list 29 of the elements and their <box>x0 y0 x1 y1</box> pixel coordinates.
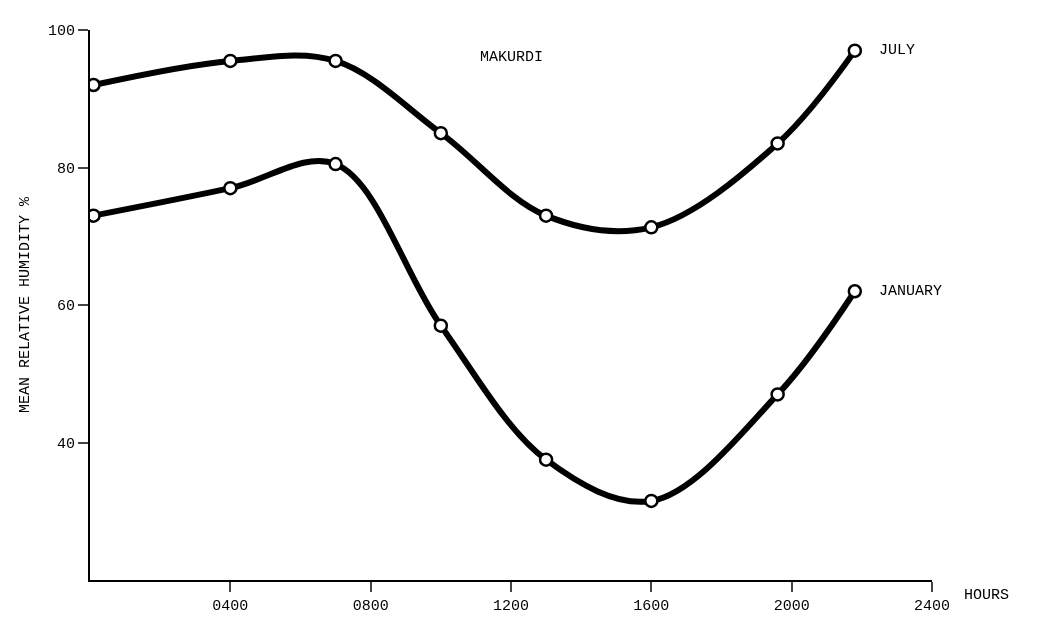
y-tick-label: 100 <box>47 23 75 41</box>
x-tick-label: 0400 <box>212 598 249 615</box>
point <box>538 208 554 223</box>
point <box>847 43 863 58</box>
series-label: JANUARY <box>879 283 943 300</box>
point <box>223 180 238 196</box>
point <box>644 220 659 235</box>
x-axis-title: HOURS <box>964 587 1010 604</box>
point <box>328 53 343 69</box>
y-tick-label: 60 <box>56 298 75 316</box>
x-tick-label: 2000 <box>773 598 810 615</box>
point <box>433 125 449 141</box>
y-axis-title: MEAN RELATIVE HUMIDITY % <box>16 195 34 414</box>
point <box>328 156 343 172</box>
y-tick-label: 40 <box>56 435 75 453</box>
point <box>847 284 863 299</box>
point <box>223 53 238 69</box>
point <box>770 387 785 402</box>
text: MAKURDI <box>480 49 544 66</box>
x-tick-label: 2400 <box>913 598 951 615</box>
point <box>538 452 554 467</box>
point <box>770 136 785 151</box>
x-tick-label: 0800 <box>352 598 389 615</box>
point <box>644 493 659 509</box>
x-tick-label: 1200 <box>492 598 530 615</box>
x-tick-label: 1600 <box>633 598 670 615</box>
y-tick-label: 80 <box>56 160 75 178</box>
series-label: JULY <box>879 42 916 59</box>
point <box>433 318 449 333</box>
